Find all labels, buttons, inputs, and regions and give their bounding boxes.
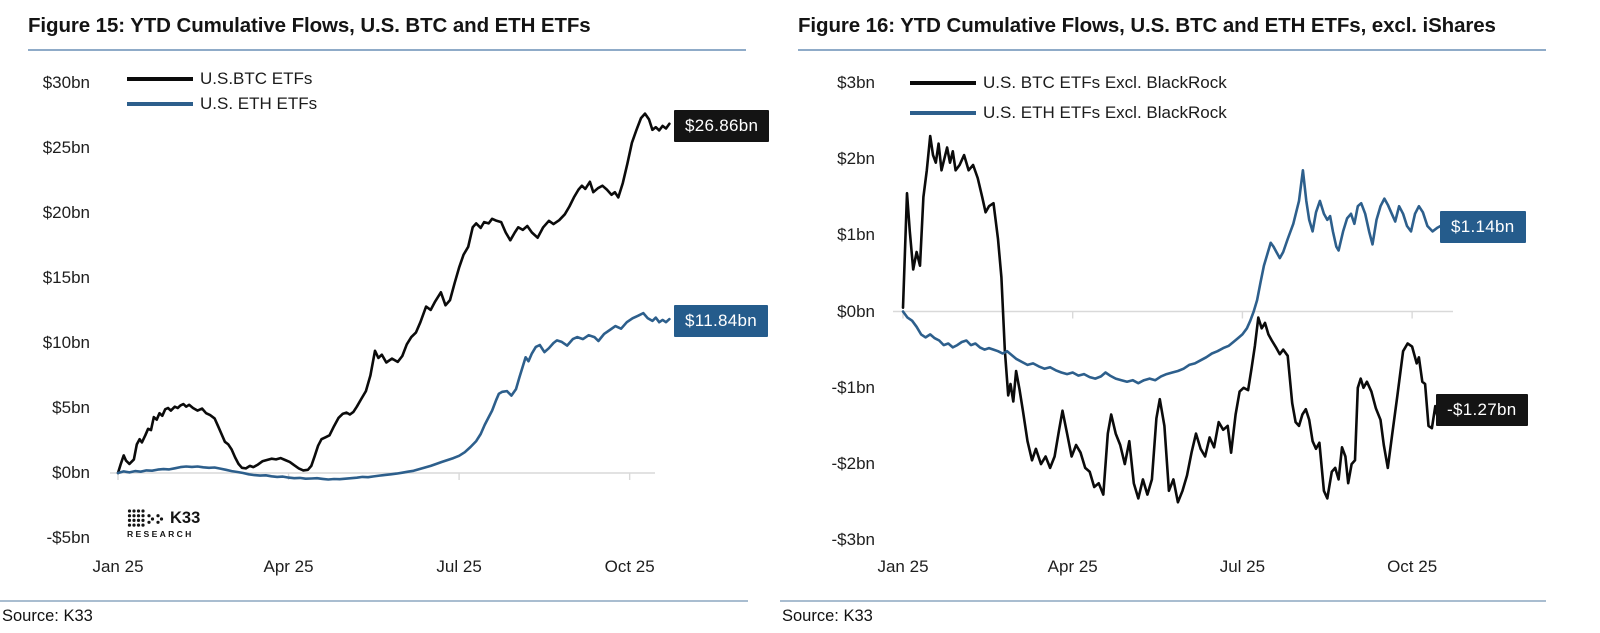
- y-axis-label: $10bn: [42, 333, 90, 352]
- figure-16-panel: Figure 16: YTD Cumulative Flows, U.S. BT…: [780, 0, 1600, 633]
- figure-15-source: Source: K33: [2, 607, 93, 625]
- k33-logo-subtext: RESEARCH: [127, 529, 194, 539]
- y-axis-label: $3bn: [837, 72, 875, 92]
- legend-label: U.S. ETH ETFs: [200, 94, 318, 113]
- x-axis-label: Jul 25: [436, 557, 482, 576]
- figure-16-bottom-rule: [780, 600, 1546, 602]
- x-axis-label: Oct 25: [604, 557, 655, 576]
- series-line-u-s-btc-etfs-excl-blackrock: [901, 134, 1445, 504]
- legend-label: U.S. ETH ETFs Excl. BlackRock: [983, 103, 1227, 122]
- k33-logo-text: K33: [170, 508, 201, 527]
- legend-swatch: [127, 102, 193, 106]
- legend-label: U.S. BTC ETFs Excl. BlackRock: [983, 73, 1227, 92]
- y-axis-label: $30bn: [42, 73, 90, 92]
- figure-16-title-underline: [798, 49, 1546, 51]
- eth-excl-blackrock-end-value-badge: $1.14bn: [1440, 211, 1526, 243]
- figure-16-plot: [893, 134, 1453, 504]
- x-axis-label: Jan 25: [92, 557, 144, 576]
- x-axis-label: Oct 25: [1387, 557, 1438, 576]
- y-axis-label: $20bn: [42, 203, 90, 222]
- figure-16-title: Figure 16: YTD Cumulative Flows, U.S. BT…: [798, 14, 1496, 37]
- legend-label: U.S.BTC ETFs: [200, 69, 313, 88]
- eth-end-value-badge: $11.84bn: [674, 305, 769, 337]
- x-axis-label: Jan 25: [877, 557, 929, 576]
- y-axis-label: -$5bn: [46, 528, 90, 547]
- figure-15-panel: Figure 15: YTD Cumulative Flows, U.S. BT…: [0, 0, 772, 633]
- figure-15-bottom-rule: [0, 600, 748, 602]
- y-axis-label: $0bn: [52, 463, 90, 482]
- figure-15-title: Figure 15: YTD Cumulative Flows, U.S. BT…: [28, 14, 591, 37]
- y-axis-label: -$1bn: [831, 377, 875, 397]
- y-axis-label: $5bn: [52, 398, 90, 417]
- y-axis-label: $25bn: [42, 138, 90, 157]
- legend-swatch: [910, 111, 976, 115]
- k33-dot-matrix-icon: [127, 509, 164, 527]
- btc-excl-blackrock-end-value-badge: -$1.27bn: [1436, 394, 1528, 426]
- y-axis-label: $1bn: [837, 225, 875, 245]
- x-axis-label: Jul 25: [1219, 557, 1266, 576]
- x-axis-label: Apr 25: [1047, 557, 1098, 576]
- figure-15-plot: [110, 112, 671, 481]
- series-line-u-s-eth-etfs-excl-blackrock: [901, 169, 1445, 385]
- y-axis-label: -$3bn: [831, 530, 875, 550]
- y-axis-label: $2bn: [837, 148, 875, 168]
- y-axis-label: $0bn: [837, 301, 875, 321]
- legend-swatch: [127, 77, 193, 81]
- y-axis-label: -$2bn: [831, 454, 875, 474]
- figure-15-title-underline: [28, 49, 746, 51]
- k33-research-logo: K33 RESEARCH: [127, 508, 201, 540]
- btc-end-value-badge: $26.86bn: [674, 110, 770, 142]
- series-line-u-s-btc-etfs: [116, 112, 671, 475]
- figure-16-source: Source: K33: [782, 607, 873, 625]
- legend-swatch: [910, 81, 976, 85]
- y-axis-label: $15bn: [42, 268, 90, 287]
- x-axis-label: Apr 25: [263, 557, 314, 576]
- series-line-u-s-eth-etfs: [116, 311, 671, 481]
